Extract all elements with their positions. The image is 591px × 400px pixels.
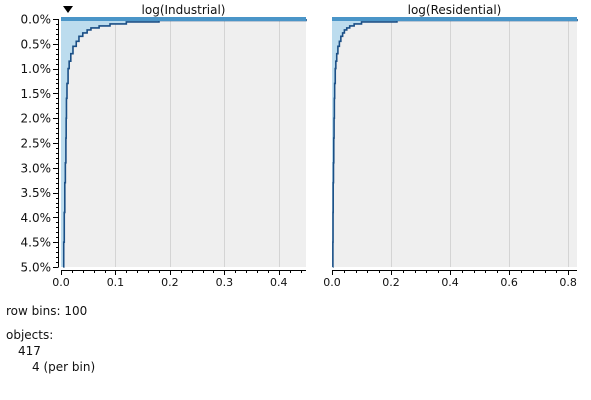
objects-count: 417 (18, 344, 41, 358)
y-tick-label: 5.0% (21, 261, 52, 275)
plot-background (61, 19, 306, 267)
x-tick-label: 0.0 (52, 276, 70, 289)
per-bin-value: 4 (32, 360, 40, 374)
panel-title[interactable]: log(Residential) (408, 3, 502, 17)
max-value-bar (61, 17, 306, 21)
y-tick-label: 0.5% (21, 37, 52, 51)
y-tick-label: 2.5% (21, 137, 52, 151)
per-bin-info: 4 (per bin) (32, 360, 95, 374)
objects-label: objects: (6, 328, 54, 342)
per-bin-label: (per bin) (43, 360, 96, 374)
row-bins-value: 100 (64, 304, 88, 318)
x-tick-label: 0.2 (161, 276, 179, 289)
x-tick-label: 0.4 (270, 276, 288, 289)
x-tick-label: 0.0 (323, 276, 341, 289)
y-tick-label: 0.0% (21, 13, 52, 27)
value-line (62, 19, 307, 268)
x-tick-label: 0.4 (441, 276, 459, 289)
y-tick-label: 1.0% (21, 62, 52, 76)
panel-title[interactable]: log(Industrial) (142, 3, 226, 17)
row-bins-label: row bins: (6, 304, 61, 318)
y-tick-label: 4.5% (21, 236, 52, 250)
x-tick-label: 0.6 (500, 276, 518, 289)
y-tick-label: 1.5% (21, 87, 52, 101)
plot-background (332, 19, 577, 267)
value-line (332, 19, 578, 268)
y-tick-label: 3.0% (21, 161, 52, 175)
x-tick-label: 0.8 (559, 276, 577, 289)
x-tick-label: 0.3 (216, 276, 234, 289)
y-tick-label: 4.0% (21, 211, 52, 225)
y-axis: 0.0% 0.5% 1.0% 1.5% 2.0% 2.5% 3.0% 3.5% 4.0% 4.5%… (21, 13, 59, 275)
max-value-bar (332, 17, 577, 21)
panel-2: log(Residential) 0.0 0.2 0.4 0.6 0.8 (323, 3, 578, 289)
panel-1: log(Industrial) 0.0 0.1 0.2 0.3 0.4 (52, 3, 307, 289)
y-tick-label: 3.5% (21, 186, 52, 200)
x-axis: 0.0 0.2 0.4 0.6 0.8 (323, 270, 577, 289)
x-axis: 0.0 0.1 0.2 0.3 0.4 (52, 270, 306, 289)
y-tick-label: 2.0% (21, 112, 52, 126)
row-bins-info: row bins: 100 (6, 304, 87, 318)
x-tick-label: 0.1 (107, 276, 125, 289)
x-tick-label: 0.2 (382, 276, 400, 289)
sort-descending-icon[interactable] (63, 6, 73, 13)
